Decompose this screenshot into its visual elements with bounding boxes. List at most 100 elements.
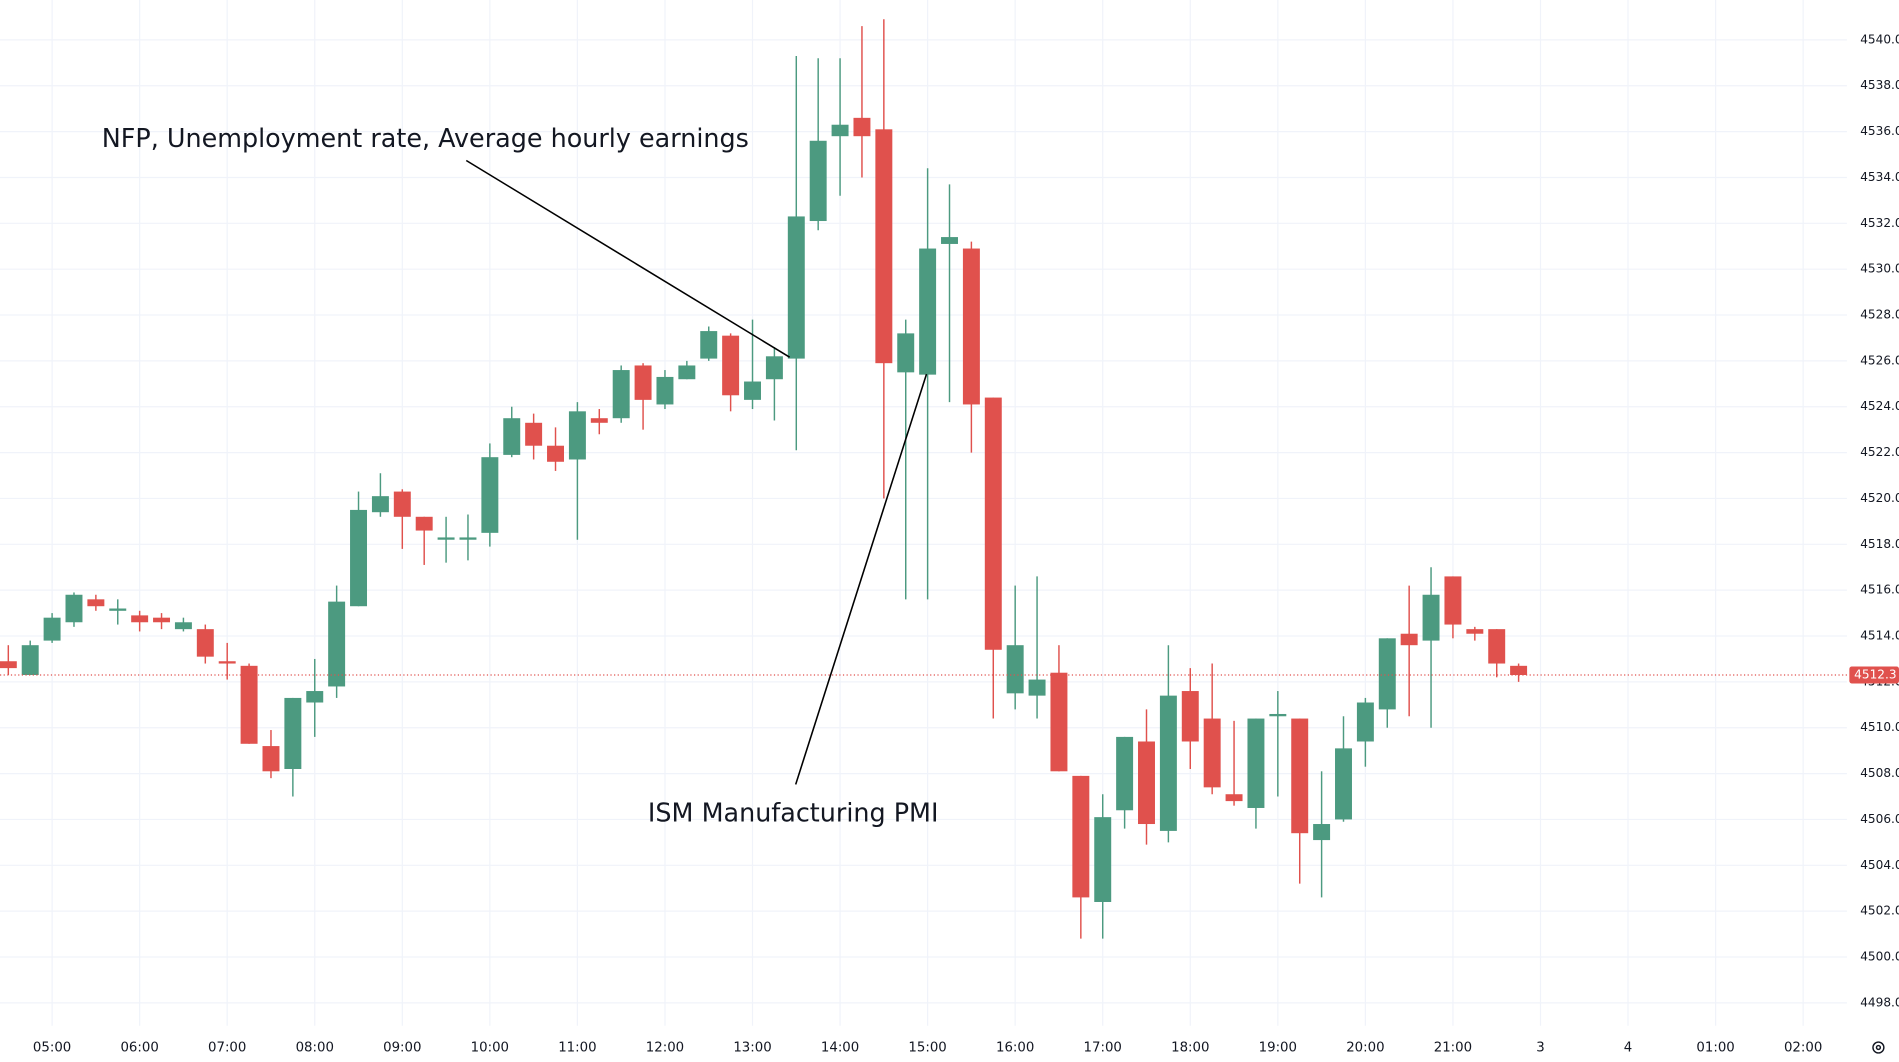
x-tick-label: 20:00 [1346,1041,1384,1056]
x-tick-label: 3 [1536,1041,1544,1056]
x-tick-label: 11:00 [558,1041,596,1056]
candle-body [1159,695,1177,831]
candle-body [1510,665,1528,675]
candle-body [1444,576,1462,625]
candle-body [131,615,149,623]
y-tick-label: 4518.0 [1860,537,1899,551]
candle-body [65,594,83,623]
candle-body [919,248,937,375]
candle-body [1116,736,1134,811]
candle-body [240,665,258,744]
candle-body [1313,824,1331,841]
candle-body [1269,713,1287,717]
candle-body [87,599,105,607]
candle-body [459,537,477,540]
y-tick-label: 4510.0 [1860,720,1899,734]
last-price-label: 4512.3 [1854,668,1896,682]
candle-body [831,124,849,137]
candle-body [634,365,652,400]
x-tick-label: 08:00 [296,1041,334,1056]
x-tick-label: 05:00 [33,1041,71,1056]
candle-body [371,496,389,513]
candle-body [109,608,127,611]
candle-body [678,365,696,380]
y-tick-label: 4526.0 [1860,353,1899,367]
candle-body [1378,638,1396,710]
y-tick-label: 4534.0 [1860,170,1899,184]
candle-body [328,601,346,687]
candle-body [284,697,302,770]
candle-body [1466,629,1484,634]
candle-body [809,140,827,222]
candle-body [765,356,783,380]
x-tick-label: 02:00 [1784,1041,1822,1056]
x-tick-label: 15:00 [908,1041,946,1056]
candle-body [1400,633,1418,646]
y-tick-label: 4508.0 [1860,766,1899,780]
candle-body [350,509,368,607]
x-tick-label: 18:00 [1171,1041,1209,1056]
y-tick-label: 4524.0 [1860,399,1899,413]
candle-body [787,216,805,359]
candle-body [722,335,740,396]
candle-body [1356,702,1374,742]
y-tick-label: 4502.0 [1860,904,1899,918]
candle-body [568,411,586,460]
candles [0,19,1847,939]
candle-body [547,445,564,462]
y-tick-label: 4528.0 [1860,308,1899,322]
candle-body [1050,672,1068,772]
annotation-line [794,373,928,785]
candle-body [218,661,236,664]
y-tick-label: 4516.0 [1860,583,1899,597]
candle-body [656,376,674,405]
x-tick-label: 4 [1624,1041,1632,1056]
candle-body [1335,748,1352,820]
candle-body [481,457,499,533]
candle-body [853,117,871,137]
x-tick-label: 13:00 [733,1041,771,1056]
candle-body [43,617,61,641]
x-tick-label: 19:00 [1259,1041,1297,1056]
settings-icon[interactable] [1872,1041,1885,1054]
candle-body [1422,594,1440,641]
annotation: NFP, Unemployment rate, Average hourly e… [102,123,749,153]
candle-body [1072,775,1090,898]
x-tick-label: 06:00 [120,1041,158,1056]
candle-body [612,370,630,419]
candle-body [415,516,433,531]
candle-body [744,381,761,400]
candle-body [1181,691,1199,742]
candle-body [875,129,893,364]
x-tick-label: 17:00 [1084,1041,1122,1056]
y-tick-label: 4498.0 [1860,995,1899,1009]
candle-body [1006,645,1024,694]
candle-body [306,691,324,703]
candle-body [1225,794,1243,802]
candle-body [590,418,608,423]
candle-body [962,248,980,405]
candle-body [1138,741,1155,825]
candle-body [196,629,214,657]
y-tick-label: 4522.0 [1860,445,1899,459]
candle-body [1028,679,1046,696]
candle-body [393,491,411,517]
y-tick-label: 4538.0 [1860,78,1899,92]
x-tick-label: 07:00 [208,1041,246,1056]
candle-body [1488,629,1506,664]
candle-body [1203,718,1221,788]
x-tick-label: 16:00 [996,1041,1034,1056]
candle-body [897,333,915,373]
candle-body [984,397,1002,650]
candle-body [700,331,718,359]
x-tick-label: 12:00 [646,1041,684,1056]
candle-body [0,661,17,669]
candle-body [262,746,280,772]
candle-body [437,537,455,540]
y-tick-label: 4506.0 [1860,812,1899,826]
y-tick-label: 4532.0 [1860,216,1899,230]
x-tick-label: 10:00 [471,1041,509,1056]
y-tick-label: 4504.0 [1860,858,1899,872]
